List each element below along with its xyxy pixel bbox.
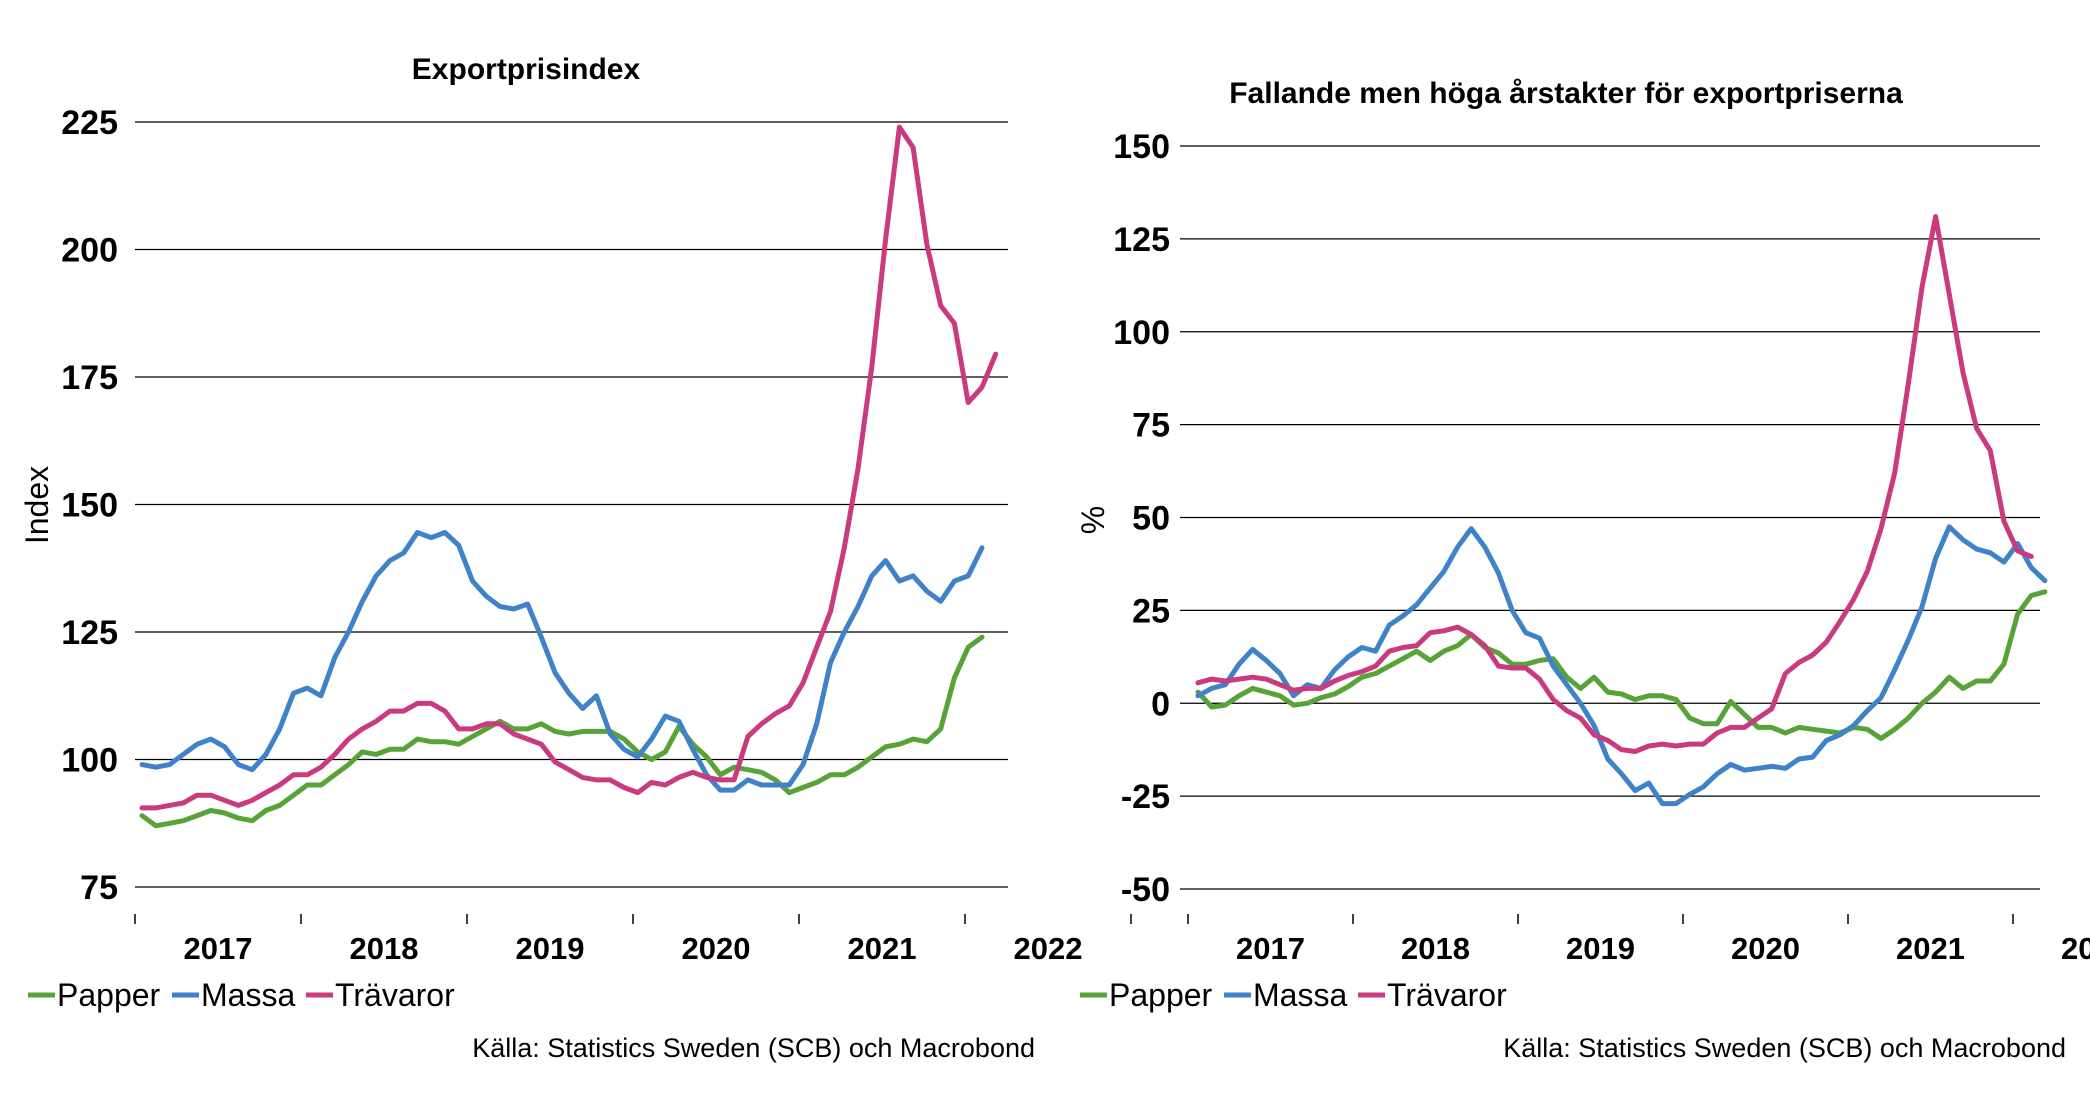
series-line-travaror [1195, 214, 2034, 754]
x-tick-label: 2020 [1731, 931, 1800, 966]
x-tick-label: 2019 [516, 931, 585, 966]
y-tick-label: 100 [1113, 314, 1170, 352]
legend-label-travaror: Trävaror [335, 977, 455, 1013]
y-tick-label: 150 [1113, 128, 1170, 166]
y-tick-label: 200 [61, 232, 118, 270]
x-tick-label: 2018 [1401, 931, 1470, 966]
legend: Papper Massa Trävaror [28, 977, 455, 1013]
source-note: Källa: Statistics Sweden (SCB) och Macro… [1503, 1033, 2066, 1063]
legend-label-papper: Papper [57, 977, 161, 1013]
series-line-massa [139, 530, 985, 793]
legend-label-massa: Massa [201, 977, 295, 1013]
source-note: Källa: Statistics Sweden (SCB) och Macro… [472, 1033, 1035, 1063]
right-chart-panel: Fallande men höga årstakter för exportpr… [1075, 77, 2090, 1063]
y-tick-label: 25 [1132, 592, 1170, 630]
x-tick-label: 2022 [2061, 931, 2090, 966]
y-tick-label: 100 [61, 742, 118, 780]
y-tick-label: 125 [1113, 221, 1170, 259]
x-tick-label: 2019 [1566, 931, 1635, 966]
y-tick-label: 225 [61, 104, 118, 142]
legend-label-papper: Papper [1109, 977, 1213, 1013]
y-tick-label: 75 [1132, 407, 1170, 445]
y-tick-label: 75 [80, 869, 118, 907]
chart-title: Exportprisindex [412, 53, 641, 86]
series-line-travaror [139, 124, 999, 811]
x-tick-label: 2020 [682, 931, 751, 966]
series-line-massa [1195, 524, 2048, 807]
y-tick-label: 0 [1151, 685, 1170, 723]
series-line-papper [139, 634, 985, 829]
x-tick-label: 2018 [350, 931, 419, 966]
x-tick-label: 2022 [1014, 931, 1083, 966]
y-tick-label: 150 [61, 487, 118, 525]
chart-title: Fallande men höga årstakter för exportpr… [1229, 77, 1903, 110]
left-chart-panel: Exportprisindex Index Papper Massa Träva… [19, 53, 1132, 1063]
x-tick-label: 2021 [1896, 931, 1965, 966]
x-tick-label: 2017 [1236, 931, 1305, 966]
y-tick-label: 125 [61, 614, 118, 652]
y-axis-label: Index [19, 466, 55, 544]
y-axis-label: % [1075, 506, 1111, 534]
x-tick-label: 2017 [184, 931, 253, 966]
legend: Papper Massa Trävaror [1080, 977, 1507, 1013]
y-tick-label: 50 [1132, 500, 1170, 538]
y-tick-label: -50 [1121, 871, 1170, 909]
legend-label-travaror: Trävaror [1387, 977, 1507, 1013]
legend-label-massa: Massa [1253, 977, 1347, 1013]
series-line-papper [1195, 589, 2048, 741]
x-tick-label: 2021 [848, 931, 917, 966]
y-tick-label: 175 [61, 359, 118, 397]
y-tick-label: -25 [1121, 778, 1170, 816]
